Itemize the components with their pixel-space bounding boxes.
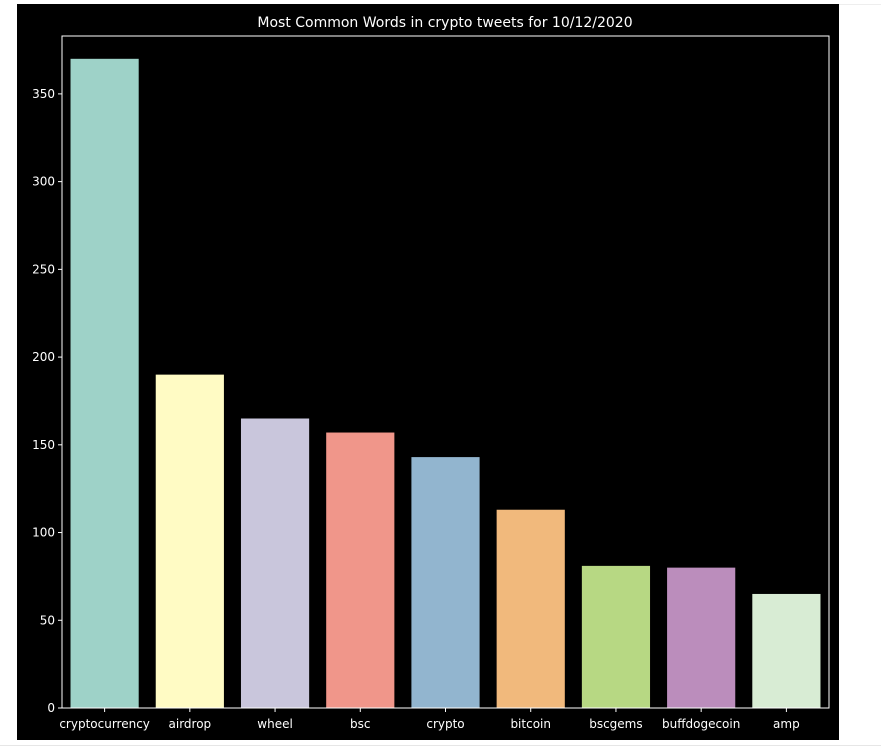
chart-figure: Most Common Words in crypto tweets for 1… <box>17 4 839 740</box>
cell-bottom-divider <box>0 745 881 746</box>
bar-amp <box>752 593 821 708</box>
bar-bsc <box>326 432 395 708</box>
y-axis: 0 50 100 150 200 250 300 350 <box>32 87 62 715</box>
x-axis: cryptocurrency airdrop wheel bsc crypto bitco… <box>59 708 800 731</box>
x-tick-label-wheel: wheel <box>257 717 293 731</box>
y-tick-label-350: 350 <box>32 87 55 101</box>
x-tick-label-bsc: bsc <box>350 717 370 731</box>
x-tick-label-airdrop: airdrop <box>169 717 212 731</box>
bar-bitcoin <box>496 509 565 708</box>
bar-buffdogecoin <box>667 567 736 708</box>
chart-title: Most Common Words in crypto tweets for 1… <box>257 15 632 31</box>
bar-cryptocurrency <box>70 58 139 709</box>
y-tick-label-50: 50 <box>40 613 55 627</box>
bar-crypto <box>411 457 480 708</box>
y-tick-label-150: 150 <box>32 438 55 452</box>
x-tick-label-cryptocurrency: cryptocurrency <box>59 717 150 731</box>
x-tick-label-bitcoin: bitcoin <box>510 717 551 731</box>
y-tick-label-100: 100 <box>32 526 55 540</box>
bar-chart: Most Common Words in crypto tweets for 1… <box>32 15 830 731</box>
bar-airdrop <box>155 374 224 708</box>
x-tick-label-bscgems: bscgems <box>589 717 642 731</box>
bar-bscgems <box>581 565 651 708</box>
x-tick-label-amp: amp <box>773 717 800 731</box>
cell-top-divider <box>839 4 881 5</box>
y-tick-label-250: 250 <box>32 262 55 276</box>
bar-wheel <box>240 418 310 708</box>
bars-layer <box>70 58 821 709</box>
x-tick-label-buffdogecoin: buffdogecoin <box>662 717 740 731</box>
x-tick-label-crypto: crypto <box>426 717 464 731</box>
plot-frame <box>61 35 830 709</box>
y-tick-label-200: 200 <box>32 350 55 364</box>
y-tick-label-0: 0 <box>47 701 55 715</box>
y-tick-label-300: 300 <box>32 175 55 189</box>
